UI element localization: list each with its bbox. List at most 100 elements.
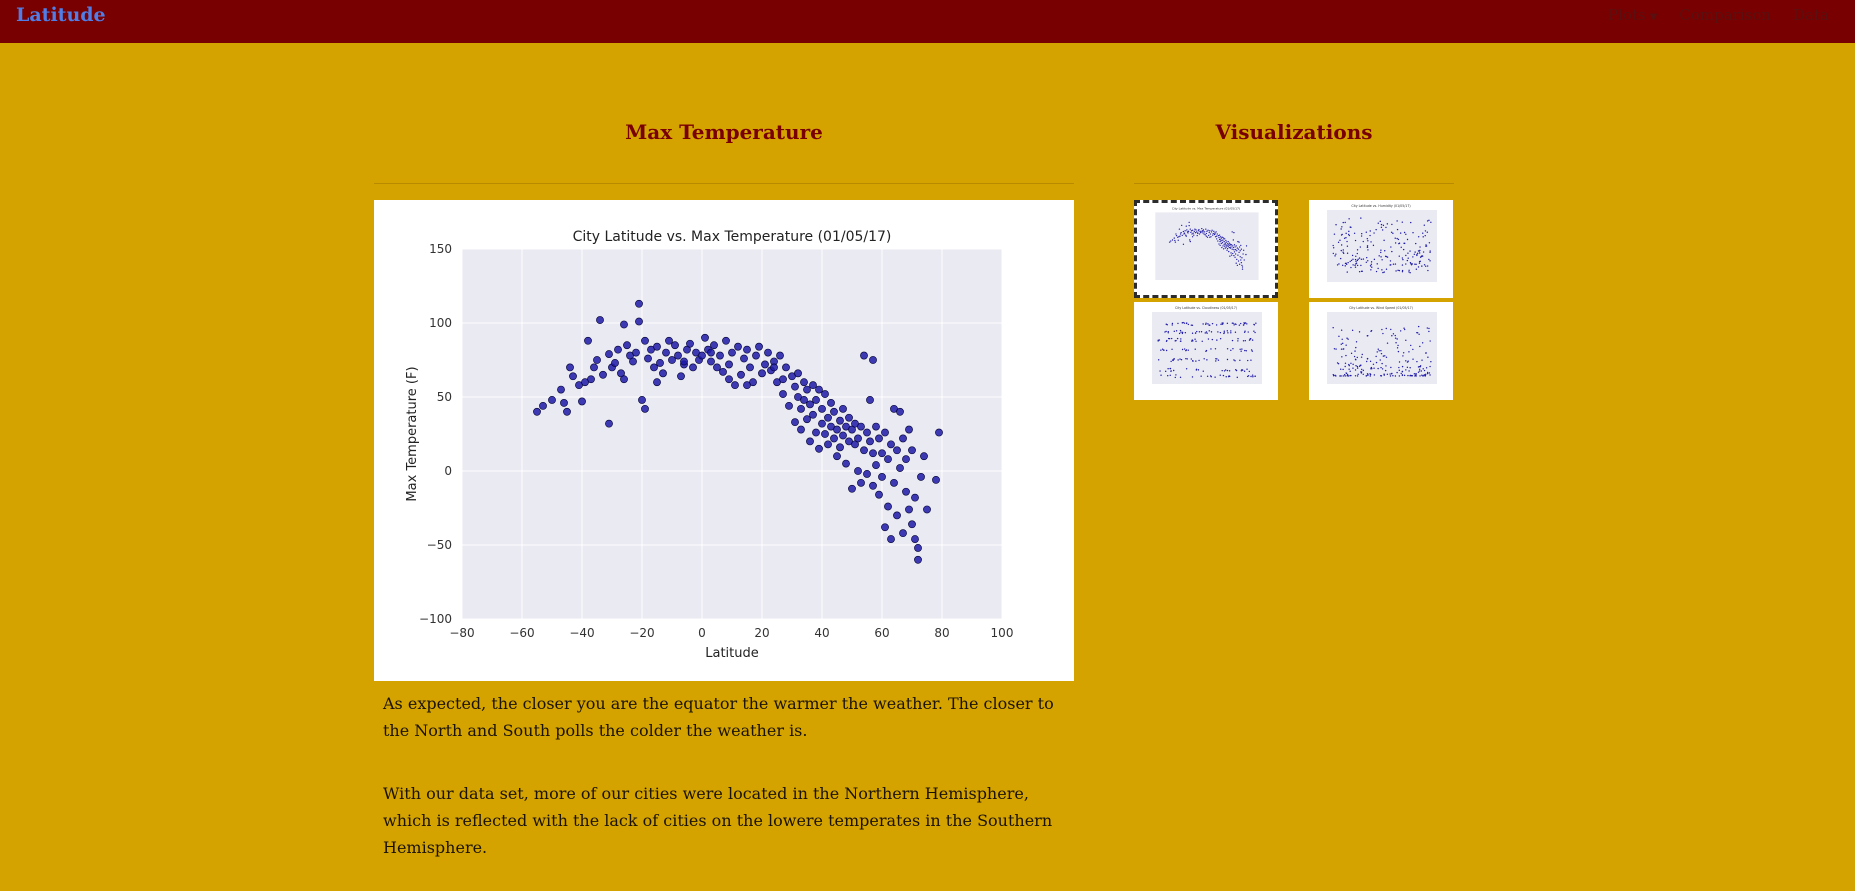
thumbnail-point	[1410, 344, 1412, 347]
thumbnail-point	[1227, 332, 1229, 334]
thumbnail-point	[1390, 328, 1392, 331]
thumbnail-point	[1206, 332, 1208, 334]
thumbnail-point	[1416, 254, 1418, 257]
thumbnail-point	[1370, 263, 1373, 266]
thumbnail-point	[1190, 231, 1192, 234]
thumbnail-point	[1194, 338, 1196, 340]
data-point	[815, 444, 823, 453]
thumbnail-point	[1172, 369, 1175, 372]
thumbnail-point	[1385, 365, 1387, 367]
thumbnail-point	[1235, 369, 1237, 371]
thumbnail-point	[1171, 359, 1174, 361]
thumbnail-point	[1207, 323, 1209, 325]
thumbnail-point	[1232, 246, 1234, 249]
thumbnail-point	[1199, 230, 1201, 232]
thumbnail-point	[1175, 234, 1178, 237]
thumbnail-point	[1230, 254, 1233, 256]
thumbnail-point	[1369, 234, 1371, 237]
thumbnail-point	[1410, 263, 1412, 265]
thumbnail-point	[1390, 366, 1392, 369]
data-point	[791, 382, 799, 391]
thumbnail-point	[1200, 331, 1203, 333]
thumbnail-point	[1408, 271, 1410, 273]
thumbnail-point	[1380, 249, 1382, 251]
thumbnail-point	[1429, 374, 1431, 376]
thumbnail-point	[1234, 246, 1236, 248]
thumbnail-point	[1195, 369, 1198, 371]
thumbnail-point	[1207, 229, 1209, 231]
thumbnail-point	[1429, 251, 1431, 254]
thumbnail-cloudiness[interactable]: City Latitude vs. Cloudiness (01/05/17)	[1134, 302, 1278, 400]
thumbnail-point	[1243, 331, 1246, 334]
thumbnail-point	[1355, 255, 1357, 257]
thumbnail-point	[1365, 375, 1368, 377]
thumbnail-point	[1241, 369, 1244, 371]
thumbnail-point	[1335, 253, 1337, 255]
thumbnail-point	[1241, 264, 1243, 267]
thumbnail-point	[1255, 322, 1257, 324]
thumbnail-point	[1209, 230, 1211, 232]
data-point	[836, 443, 844, 452]
thumbnail-point	[1356, 375, 1359, 377]
thumbnail-point	[1339, 239, 1341, 241]
thumbnail-point	[1366, 360, 1368, 363]
data-point	[794, 369, 802, 378]
thumbnail-point	[1210, 331, 1213, 333]
thumbnail-point	[1168, 241, 1171, 243]
thumbnail-point	[1216, 358, 1218, 360]
thumbnail-point	[1421, 374, 1423, 376]
data-point	[839, 404, 847, 413]
thumbnail-point	[1229, 243, 1232, 245]
thumbnail-point	[1412, 348, 1414, 351]
thumbnail-point	[1375, 228, 1377, 231]
thumbnail-point	[1405, 254, 1407, 257]
comparison-link[interactable]: Comparison	[1679, 6, 1772, 24]
thumbnail-point	[1185, 368, 1188, 370]
thumbnail-point	[1344, 221, 1346, 224]
data-point	[698, 351, 706, 360]
thumbnail-wind-speed[interactable]: City Latitude vs. Wind Speed (01/05/17)	[1309, 302, 1453, 400]
thumbnail-point	[1418, 262, 1421, 264]
thumbnail-point	[1362, 258, 1365, 260]
thumbnail-point	[1336, 362, 1339, 364]
data-link[interactable]: Data	[1793, 6, 1829, 24]
thumbnail-point	[1399, 232, 1402, 234]
thumbnail-point	[1186, 229, 1188, 231]
data-point	[818, 404, 826, 413]
brand-link[interactable]: Latitude	[16, 4, 106, 26]
thumbnail-point	[1362, 240, 1364, 243]
data-point	[890, 478, 898, 487]
thumbnail-point	[1165, 330, 1167, 333]
thumbnail-point	[1251, 350, 1254, 352]
data-point	[812, 428, 820, 437]
thumbnail-point	[1377, 348, 1379, 350]
thumbnail-point	[1426, 265, 1429, 267]
thumbnail-point	[1396, 237, 1398, 240]
thumbnail-point	[1346, 240, 1348, 243]
data-point	[782, 363, 790, 372]
data-point	[863, 428, 871, 437]
thumbnail-point	[1398, 255, 1400, 257]
thumbnail-point	[1401, 271, 1404, 273]
thumbnail-point	[1426, 220, 1429, 222]
thumbnail-point	[1417, 266, 1420, 268]
thumbnail-point	[1179, 340, 1182, 342]
x-tick-label: −20	[629, 626, 654, 640]
thumbnail-point	[1230, 252, 1232, 254]
thumbnail-point	[1359, 246, 1362, 248]
thumbnail-point	[1355, 262, 1358, 264]
thumbnail-point	[1397, 350, 1400, 353]
thumbnail-point	[1181, 224, 1183, 227]
data-point	[578, 397, 586, 406]
data-point	[893, 511, 901, 520]
thumbnail-point	[1237, 340, 1239, 342]
thumbnail-humidity[interactable]: City Latitude vs. Humidity (01/05/17)	[1309, 200, 1453, 298]
thumbnail-max-temperature[interactable]: City Latitude vs. Max Temperature (01/05…	[1134, 200, 1278, 298]
plots-dropdown[interactable]: Plots ▼	[1608, 6, 1657, 24]
thumbnail-point	[1356, 356, 1358, 359]
thumbnail-point	[1237, 260, 1240, 262]
thumbnail-point	[1226, 358, 1229, 361]
thumbnail-point	[1360, 270, 1363, 273]
thumbnail-point	[1191, 229, 1194, 231]
data-point	[860, 446, 868, 455]
